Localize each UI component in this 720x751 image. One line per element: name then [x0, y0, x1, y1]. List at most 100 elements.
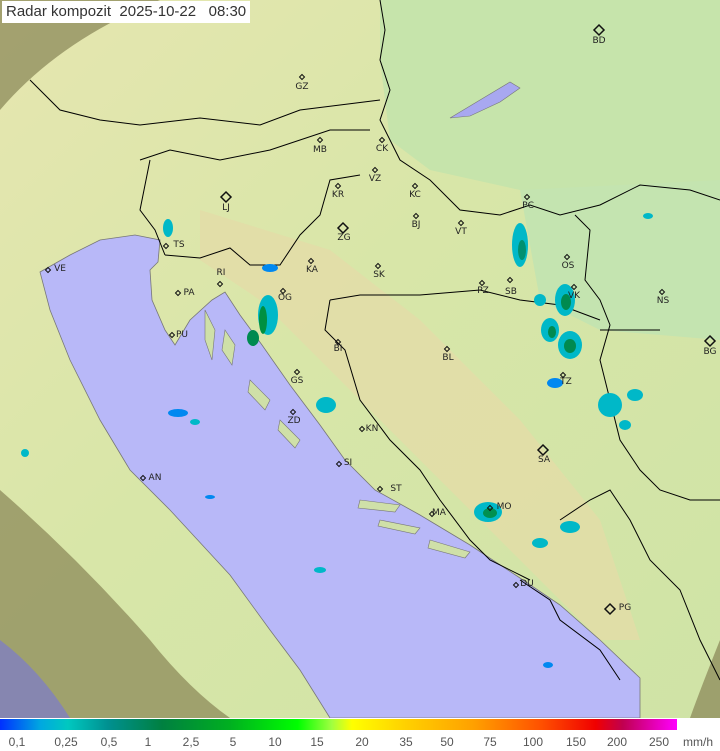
city-marker-icon	[378, 136, 386, 144]
city-label-zd: ZD	[287, 416, 301, 426]
city-label-vt: VT	[455, 227, 467, 237]
city-label-gs: GS	[290, 376, 304, 386]
legend-unit: mm/h	[683, 735, 713, 749]
city-label-ck: CK	[375, 144, 389, 154]
city-marker-icon	[523, 193, 531, 201]
city-label-gz: GZ	[295, 82, 309, 92]
city-label-kr: KR	[331, 190, 345, 200]
city-marker-icon	[168, 331, 176, 339]
islands	[204, 309, 471, 559]
map-title: Radar kompozit 2025-10-22 08:30	[2, 1, 251, 23]
city-label-bg: BG	[703, 347, 717, 357]
city-label-an: AN	[148, 473, 162, 483]
radar-map[interactable]	[0, 0, 720, 718]
city-marker-icon	[486, 504, 494, 512]
legend-label: 15	[310, 735, 324, 749]
city-label-ri: RI	[216, 268, 226, 278]
city-label-bi: BI	[333, 344, 343, 354]
legend-label: 0,1	[8, 735, 26, 749]
city-marker-icon	[592, 23, 606, 37]
city-marker-icon	[412, 212, 420, 220]
city-label-ma: MA	[432, 508, 446, 518]
city-label-bd: BD	[592, 36, 606, 46]
city-marker-icon	[336, 221, 350, 235]
city-marker-icon	[376, 485, 384, 493]
outside-radar-coverage	[0, 0, 720, 718]
city-marker-icon	[293, 368, 301, 376]
city-marker-icon	[457, 219, 465, 227]
city-marker-icon	[44, 266, 52, 274]
city-marker-icon	[506, 276, 514, 284]
city-label-og: OG	[277, 293, 293, 303]
city-marker-icon	[279, 287, 287, 295]
outside-radar-sea	[0, 640, 70, 718]
legend-label: 100	[522, 735, 544, 749]
legend-label: 35	[399, 735, 413, 749]
land-north-plain	[380, 0, 720, 210]
city-marker-icon	[428, 510, 436, 518]
legend-label: 5	[229, 735, 237, 749]
city-marker-icon	[371, 166, 379, 174]
city-label-pu: PU	[175, 330, 189, 340]
city-label-st: ST	[390, 484, 402, 494]
city-label-bl: BL	[442, 353, 454, 363]
city-label-du: DU	[520, 579, 534, 589]
city-marker-icon	[139, 474, 147, 482]
city-label-ns: NS	[656, 296, 670, 306]
city-marker-icon	[162, 242, 170, 250]
city-label-vk: VK	[567, 291, 581, 301]
city-label-ve: VE	[54, 264, 66, 274]
legend-label: 20	[355, 735, 369, 749]
legend-label: 200	[606, 735, 628, 749]
city-marker-icon	[443, 345, 451, 353]
city-marker-icon	[174, 289, 182, 297]
city-marker-icon	[570, 283, 578, 291]
legend-label: 50	[440, 735, 454, 749]
legend-label: 150	[565, 735, 587, 749]
radar-echoes	[21, 213, 653, 668]
city-label-bj: BJ	[411, 220, 421, 230]
city-label-os: OS	[561, 261, 575, 271]
city-label-vz: VZ	[368, 174, 382, 184]
city-label-lj: LJ	[222, 203, 230, 213]
city-marker-icon	[563, 253, 571, 261]
city-marker-icon	[334, 338, 342, 346]
legend-label: 0,5	[100, 735, 118, 749]
city-marker-icon	[219, 190, 233, 204]
mountains	[200, 210, 640, 640]
city-label-kc: KC	[409, 190, 421, 200]
legend-label: 250	[648, 735, 670, 749]
city-label-sk: SK	[373, 270, 385, 280]
adriatic-sea	[39, 234, 641, 718]
city-marker-icon	[316, 136, 324, 144]
city-marker-icon	[703, 334, 717, 348]
city-label-pg: PG	[618, 603, 632, 613]
city-marker-icon	[307, 257, 315, 265]
city-markers	[44, 23, 717, 616]
city-marker-icon	[334, 182, 342, 190]
city-label-sb: SB	[505, 287, 517, 297]
city-label-kn: KN	[365, 424, 379, 434]
city-marker-icon	[536, 443, 550, 457]
city-label-mb: MB	[313, 145, 327, 155]
city-label-ts: TS	[173, 240, 185, 250]
city-label-tz: TZ	[560, 377, 572, 387]
city-label-ka: KA	[306, 265, 318, 275]
city-marker-icon	[289, 408, 297, 416]
precipitation-color-scale	[0, 719, 677, 730]
legend-label: 2,5	[182, 735, 200, 749]
city-label-zg: ZG	[337, 233, 351, 243]
city-marker-icon	[358, 425, 366, 433]
city-label-mo: MO	[496, 502, 512, 512]
city-marker-icon	[559, 371, 567, 379]
city-marker-icon	[374, 262, 382, 270]
city-marker-icon	[658, 288, 666, 296]
city-label-pa: PA	[183, 288, 195, 298]
city-label-si: SI	[343, 458, 353, 468]
city-marker-icon	[298, 73, 306, 81]
city-marker-icon	[335, 460, 343, 468]
city-label-pc: PC	[522, 201, 534, 211]
legend-label: 75	[483, 735, 497, 749]
city-marker-icon	[603, 602, 617, 616]
legend-labels: 0,1 0,25 0,5 1 2,5 5 10 15 20 35 50 75 1…	[0, 735, 720, 751]
